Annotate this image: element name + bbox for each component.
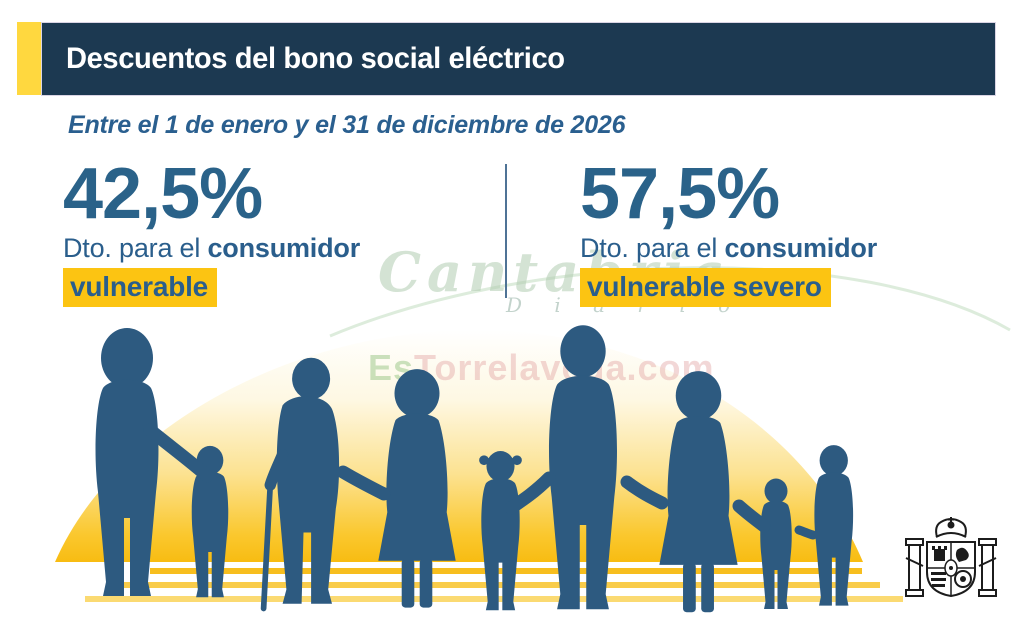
stat-highlight: vulnerable severo [580, 268, 831, 307]
stat-label-bold: consumidor [207, 233, 360, 263]
yellow-accent-tab [17, 22, 42, 95]
stat-vulnerable-severo: 57,5% Dto. para el consumidor vulnerable… [580, 158, 877, 307]
page-title: Descuentos del bono social eléctrico [66, 42, 565, 75]
stat-label-bold: consumidor [724, 233, 877, 263]
silhouette-boy [814, 445, 854, 606]
stat-label: Dto. para el consumidor [580, 233, 877, 264]
spain-coat-of-arms-icon [905, 517, 997, 598]
vertical-divider [505, 164, 507, 298]
stat-label: Dto. para el consumidor [63, 233, 360, 264]
holding-hands-arms [143, 423, 818, 540]
stat-label-regular: Dto. para el [580, 233, 725, 263]
family-silhouettes-illustration: EsTorrelavega.com [55, 325, 997, 624]
silhouette-group [95, 325, 854, 612]
stat-label-regular: Dto. para el [63, 233, 208, 263]
stat-percent: 42,5% [63, 154, 263, 234]
date-range-subtitle: Entre el 1 de enero y el 31 de diciembre… [68, 111, 626, 139]
stat-percent: 57,5% [580, 154, 780, 234]
stat-vulnerable: 42,5% Dto. para el consumidor vulnerable [63, 158, 360, 307]
stat-highlight: vulnerable [63, 268, 218, 307]
title-bar: Descuentos del bono social eléctrico [42, 23, 995, 95]
